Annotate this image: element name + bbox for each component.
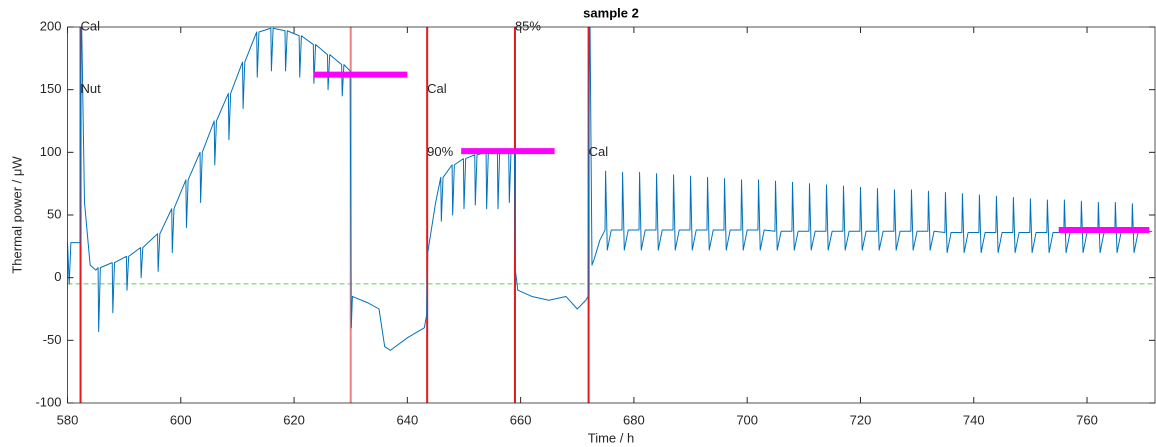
x-tick-label: 640 [396,412,418,427]
annotation: Cal [589,144,609,159]
y-tick-label: -50 [43,332,62,347]
y-tick-label: 100 [40,144,62,159]
x-tick-label: 700 [736,412,758,427]
x-tick-label: 580 [57,412,79,427]
y-tick-label: 200 [40,18,62,33]
x-tick-label: 720 [850,412,872,427]
annotation: Cal [81,18,101,33]
x-tick-label: 740 [963,412,985,427]
annotation: 85% [515,18,541,33]
x-tick-label: 760 [1076,412,1098,427]
y-tick-label: 150 [40,81,62,96]
annotation: Cal [427,81,447,96]
y-tick-label: 0 [54,269,61,284]
x-axis-label: Time / h [588,430,634,445]
x-tick-label: 660 [510,412,532,427]
x-tick-label: 680 [623,412,645,427]
x-tick-label: 600 [170,412,192,427]
annotation: Nut [81,81,102,96]
axes-box [67,26,1156,404]
y-tick-label: 50 [47,206,61,221]
annotation: 90% [427,144,453,159]
plot-area [67,27,1155,403]
y-tick-label: -100 [35,394,61,409]
y-axis-label: Thermal power / μW [9,156,24,274]
signal-line [67,27,1153,351]
chart-title: sample 2 [583,5,639,20]
x-tick-label: 620 [283,412,305,427]
